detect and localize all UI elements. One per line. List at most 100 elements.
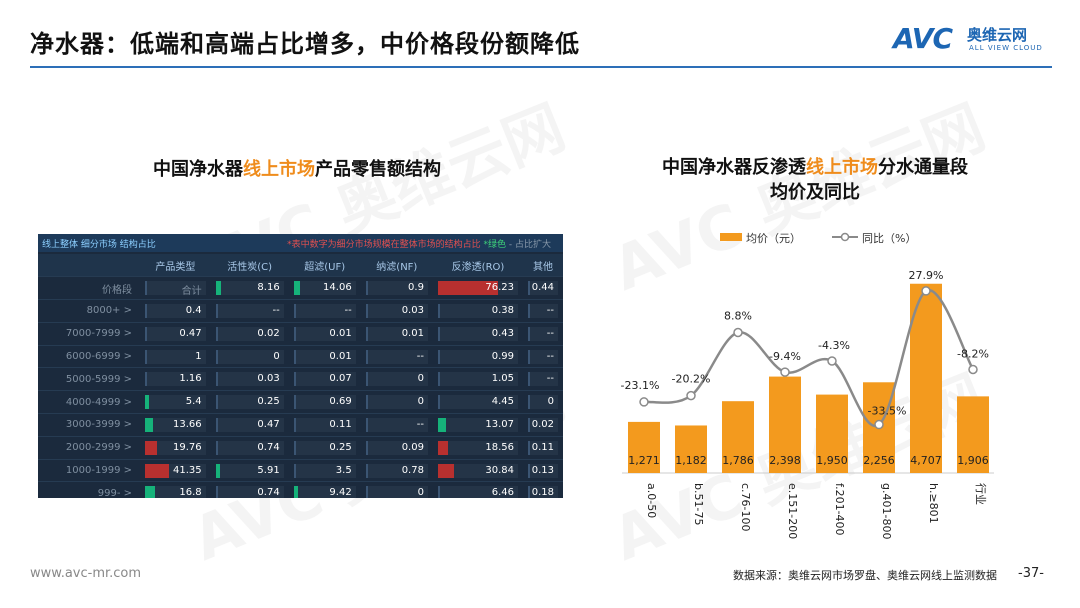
cell-box: 0.44 [528, 281, 558, 296]
table-cell: 0.25 [210, 390, 289, 415]
cell-box: 0.78 [365, 463, 428, 478]
cell-box: 0.01 [365, 326, 428, 341]
cell-indicator-bar [215, 486, 218, 498]
cell-value: -- [416, 350, 424, 362]
table-cell: 0.03 [210, 367, 289, 392]
table-row[interactable]: 6000-6999 > 1 0 0.01 -- 0.99 -- [38, 345, 563, 369]
cell-value: 0.11 [531, 441, 554, 453]
cell-box: 5.91 [215, 463, 284, 478]
table-row[interactable]: 8000+ > 0.4 -- -- 0.03 0.38 -- [38, 299, 563, 323]
yoy-point [968, 364, 978, 375]
table-row[interactable]: 4000-4999 > 5.4 0.25 0.69 0 4.45 0 [38, 390, 563, 415]
legend-line-marker [840, 232, 850, 242]
cell-value: 0 [547, 396, 554, 408]
logo-avc: AVC [893, 22, 953, 55]
bar [910, 283, 942, 473]
table-row[interactable]: 7000-7999 > 0.47 0.02 0.01 0.01 0.43 -- [38, 322, 563, 346]
cell-value: 0.78 [401, 464, 424, 476]
cell-value: 9.42 [329, 487, 352, 498]
cell-indicator-bar [437, 440, 448, 455]
cell-value: 0.02 [257, 327, 280, 339]
column-header: 纳滤(NF) [360, 254, 433, 278]
cell-value: 0.11 [329, 418, 352, 430]
table-body: 价格段 合计 8.16 14.06 0.9 76.23 0.44 8000+ > 0.4 -- --… [38, 276, 563, 498]
cell-indicator-bar [293, 486, 298, 498]
row-label[interactable]: 7000-7999 > [38, 322, 140, 346]
cell-indicator-bar [293, 440, 296, 455]
yoy-value-label: -20.2% [672, 373, 711, 386]
row-label[interactable]: 3000-3999 > [38, 413, 140, 437]
cell-indicator-bar [528, 486, 531, 498]
row-label[interactable]: 4000-4999 > [38, 390, 140, 415]
cell-box: 0.99 [437, 349, 519, 364]
cell-value: 13.66 [173, 418, 202, 430]
cell-value: -- [272, 304, 280, 316]
table-cell: 0 [523, 390, 563, 415]
cell-box: 0.69 [293, 395, 356, 410]
table-cell: 5.4 [140, 390, 211, 415]
cell-indicator-bar [437, 281, 498, 296]
column-header: 其他 [523, 254, 563, 278]
cell-value: -- [546, 350, 554, 362]
category-tick-label: a.0-50 [645, 483, 658, 518]
table-row[interactable]: 999- > 16.8 0.74 9.42 0 6.46 0.18 [38, 481, 563, 498]
row-label[interactable]: 5000-5999 > [38, 367, 140, 392]
left-title-pre: 中国净水器 [153, 159, 243, 180]
segment-table: 产品类型 活性炭(C) 超滤(UF) 纳滤(NF) 反渗透(RO) 其他 价格段 合计 8.1… [38, 254, 563, 498]
cell-box: 3.5 [293, 463, 356, 478]
table-cell: 13.66 [140, 413, 211, 437]
yoy-point [921, 286, 931, 296]
table-cell: 0.01 [288, 345, 361, 369]
cell-box: -- [528, 349, 558, 364]
cell-indicator-bar [365, 349, 368, 364]
cell-indicator-bar [365, 281, 368, 296]
table-note-green: *绿色 [483, 240, 507, 250]
table-cell: 0.25 [288, 436, 361, 460]
category-tick-label: 行业 [974, 483, 987, 505]
bar-value-label: 1,786 [722, 454, 754, 467]
column-header: 产品类型 [140, 254, 211, 278]
bar-value-label: 1,950 [816, 454, 848, 467]
row-label[interactable]: 8000+ > [38, 299, 140, 323]
table-row[interactable]: 2000-2999 > 19.76 0.74 0.25 0.09 18.56 0.11 [38, 436, 563, 460]
cell-indicator-bar [215, 303, 218, 318]
bar-value-label: 1,906 [957, 454, 989, 467]
row-label[interactable]: 2000-2999 > [38, 436, 140, 460]
row-label[interactable]: 999- > [38, 481, 140, 498]
cell-box: 0.74 [215, 486, 284, 498]
cell-box: 1 [145, 349, 206, 364]
cell-box: 0.03 [365, 303, 428, 318]
row-label[interactable]: 6000-6999 > [38, 345, 140, 369]
table-row[interactable]: 3000-3999 > 13.66 0.47 0.11 -- 13.07 0.02 [38, 413, 563, 437]
bar-value-label: 1,271 [628, 454, 660, 467]
footer-url[interactable]: www.avc-mr.com [30, 566, 142, 581]
cell-box: 18.56 [437, 440, 519, 455]
table-row[interactable]: 5000-5999 > 1.16 0.03 0.07 0 1.05 -- [38, 367, 563, 392]
cell-value: -- [546, 327, 554, 339]
cell-box: 0.47 [145, 326, 206, 341]
yoy-value-label: 8.8% [724, 309, 752, 322]
cell-indicator-bar [437, 395, 440, 410]
table-row: 价格段 合计 8.16 14.06 0.9 76.23 0.44 [38, 276, 563, 301]
legend-bar-label: 均价（元） [746, 232, 801, 245]
column-header: 超滤(UF) [288, 254, 361, 278]
cell-indicator-bar [145, 395, 149, 410]
bar [816, 394, 848, 473]
data-source: 数据来源：奥维云网市场罗盘、奥维云网线上监测数据 [733, 569, 997, 582]
table-cell: 0.03 [360, 299, 433, 323]
table-row[interactable]: 1000-1999 > 41.35 5.91 3.5 0.78 30.84 0.13 [38, 459, 563, 483]
row-label[interactable]: 1000-1999 > [38, 459, 140, 483]
cell-indicator-bar [293, 349, 296, 364]
cell-indicator-bar [437, 463, 454, 478]
table-cell: -- [523, 322, 563, 346]
table-header-note: *表中数字为细分市场规模在整体市场的结构占比 *绿色 - 占比扩大 [287, 237, 551, 250]
cell-box: 0.01 [293, 326, 356, 341]
cell-value: 0.47 [257, 418, 280, 430]
bar [769, 376, 801, 473]
table-header-row: 产品类型 活性炭(C) 超滤(UF) 纳滤(NF) 反渗透(RO) 其他 [38, 254, 563, 278]
right-title-highlight: 线上市场 [806, 157, 878, 178]
cell-value: 0.25 [257, 396, 280, 408]
yoy-point [827, 356, 837, 366]
cell-box: 4.45 [437, 395, 519, 410]
cell-value: 13.07 [485, 418, 515, 430]
